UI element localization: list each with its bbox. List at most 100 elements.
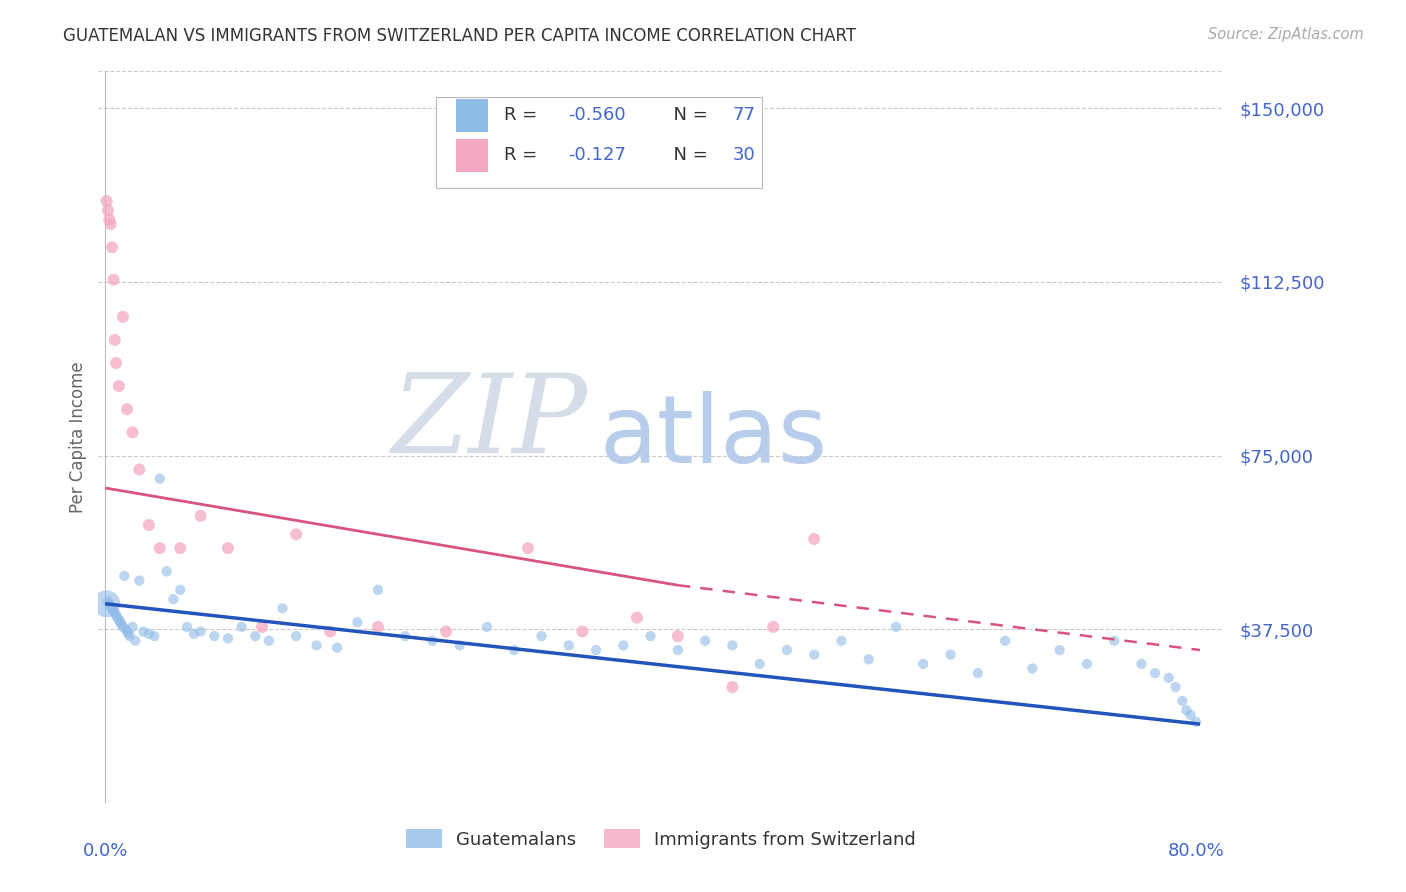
Point bbox=[1144, 666, 1167, 681]
Point bbox=[721, 680, 744, 694]
Point bbox=[138, 627, 160, 641]
Point bbox=[121, 425, 143, 440]
Point bbox=[112, 569, 135, 583]
Point bbox=[138, 518, 160, 533]
FancyBboxPatch shape bbox=[456, 139, 488, 172]
Point bbox=[100, 599, 122, 613]
Point bbox=[1180, 707, 1202, 722]
Point bbox=[97, 203, 120, 218]
Point bbox=[96, 597, 118, 611]
Point bbox=[118, 629, 141, 643]
Point bbox=[319, 624, 342, 639]
Point bbox=[124, 633, 146, 648]
Text: 80.0%: 80.0% bbox=[1167, 842, 1225, 860]
Point bbox=[884, 620, 907, 634]
Point bbox=[98, 597, 121, 611]
FancyBboxPatch shape bbox=[436, 97, 762, 188]
Y-axis label: Per Capita Income: Per Capita Income bbox=[69, 361, 87, 513]
Text: 0.0%: 0.0% bbox=[83, 842, 128, 860]
Point bbox=[96, 194, 118, 208]
Point bbox=[994, 633, 1017, 648]
Point bbox=[104, 606, 127, 620]
Point bbox=[115, 624, 138, 639]
Point bbox=[110, 615, 132, 630]
Point bbox=[231, 620, 253, 634]
Point bbox=[104, 333, 127, 347]
Text: N =: N = bbox=[662, 146, 713, 164]
Point bbox=[1076, 657, 1098, 671]
Point bbox=[394, 629, 416, 643]
Point bbox=[285, 629, 308, 643]
Text: atlas: atlas bbox=[599, 391, 827, 483]
Point bbox=[858, 652, 880, 666]
Point bbox=[105, 356, 128, 370]
Text: R =: R = bbox=[505, 146, 550, 164]
Point bbox=[245, 629, 267, 643]
Point bbox=[912, 657, 935, 671]
Point bbox=[762, 620, 785, 634]
Point bbox=[1164, 680, 1187, 694]
Point bbox=[803, 532, 825, 546]
Point bbox=[475, 620, 498, 634]
Point bbox=[1157, 671, 1180, 685]
Point bbox=[1175, 703, 1198, 717]
Point bbox=[108, 379, 131, 393]
Point bbox=[162, 592, 184, 607]
Text: N =: N = bbox=[662, 106, 713, 124]
Point bbox=[103, 273, 125, 287]
Point bbox=[117, 627, 139, 641]
Point bbox=[571, 624, 593, 639]
Point bbox=[346, 615, 368, 630]
Point bbox=[585, 643, 607, 657]
Point bbox=[128, 462, 150, 476]
Text: GUATEMALAN VS IMMIGRANTS FROM SWITZERLAND PER CAPITA INCOME CORRELATION CHART: GUATEMALAN VS IMMIGRANTS FROM SWITZERLAN… bbox=[63, 27, 856, 45]
Point bbox=[149, 541, 172, 556]
Point bbox=[114, 622, 136, 636]
Text: 77: 77 bbox=[733, 106, 756, 124]
Point bbox=[530, 629, 553, 643]
Point bbox=[98, 212, 121, 227]
Point bbox=[217, 541, 239, 556]
Point bbox=[105, 608, 128, 623]
Point bbox=[1171, 694, 1194, 708]
Point bbox=[776, 643, 799, 657]
Point bbox=[97, 594, 120, 608]
Point bbox=[503, 643, 526, 657]
Point bbox=[176, 620, 198, 634]
Point bbox=[132, 624, 155, 639]
Point bbox=[111, 620, 134, 634]
Point bbox=[721, 639, 744, 653]
Point bbox=[640, 629, 662, 643]
Point bbox=[666, 643, 689, 657]
Point bbox=[803, 648, 825, 662]
Point bbox=[111, 310, 134, 324]
Point bbox=[169, 582, 191, 597]
Point bbox=[666, 629, 689, 643]
Point bbox=[101, 240, 124, 254]
Point bbox=[217, 632, 239, 646]
Point bbox=[169, 541, 191, 556]
Point bbox=[695, 633, 717, 648]
Point bbox=[121, 620, 143, 634]
Text: ZIP: ZIP bbox=[392, 368, 588, 476]
Point bbox=[285, 527, 308, 541]
Text: 30: 30 bbox=[733, 146, 755, 164]
Text: -0.560: -0.560 bbox=[568, 106, 626, 124]
Point bbox=[558, 639, 581, 653]
Point bbox=[190, 624, 212, 639]
Point bbox=[612, 639, 634, 653]
Point bbox=[966, 666, 988, 681]
Point bbox=[190, 508, 212, 523]
Point bbox=[367, 620, 389, 634]
Point bbox=[101, 601, 124, 615]
Text: Source: ZipAtlas.com: Source: ZipAtlas.com bbox=[1208, 27, 1364, 42]
Point bbox=[128, 574, 150, 588]
Point bbox=[626, 610, 648, 624]
Point bbox=[149, 472, 172, 486]
Point bbox=[1130, 657, 1153, 671]
Point bbox=[367, 582, 389, 597]
Point bbox=[326, 640, 349, 655]
Point bbox=[305, 639, 328, 653]
Point bbox=[449, 639, 471, 653]
Legend: Guatemalans, Immigrants from Switzerland: Guatemalans, Immigrants from Switzerland bbox=[398, 822, 924, 856]
